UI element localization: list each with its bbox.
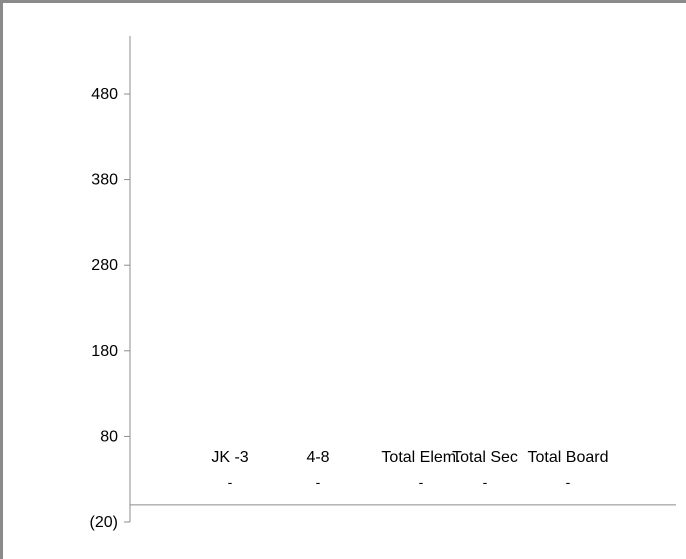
category-label: Total Board: [528, 449, 609, 466]
data-label: -: [419, 474, 424, 490]
data-label: -: [483, 474, 488, 490]
data-labels: -----: [228, 474, 571, 490]
data-label: -: [566, 474, 571, 490]
data-label: -: [316, 474, 321, 490]
y-tick-label: 480: [91, 86, 118, 103]
y-axis-ticks: 480 380 280 180 80 (20): [90, 86, 130, 531]
category-label: 4-8: [306, 449, 329, 466]
y-tick-label: 380: [91, 172, 118, 189]
category-label: Total Sec: [452, 449, 518, 466]
y-tick-label: 80: [100, 428, 118, 445]
category-labels: JK -3 4-8 Total Elem.Total Sec Total Board: [211, 449, 608, 466]
category-label: Total Elem.: [381, 449, 460, 466]
category-label: JK -3: [211, 449, 248, 466]
y-tick-label: (20): [90, 514, 118, 531]
y-tick-label: 180: [91, 343, 118, 360]
data-label: -: [228, 474, 233, 490]
y-tick-label: 280: [91, 257, 118, 274]
